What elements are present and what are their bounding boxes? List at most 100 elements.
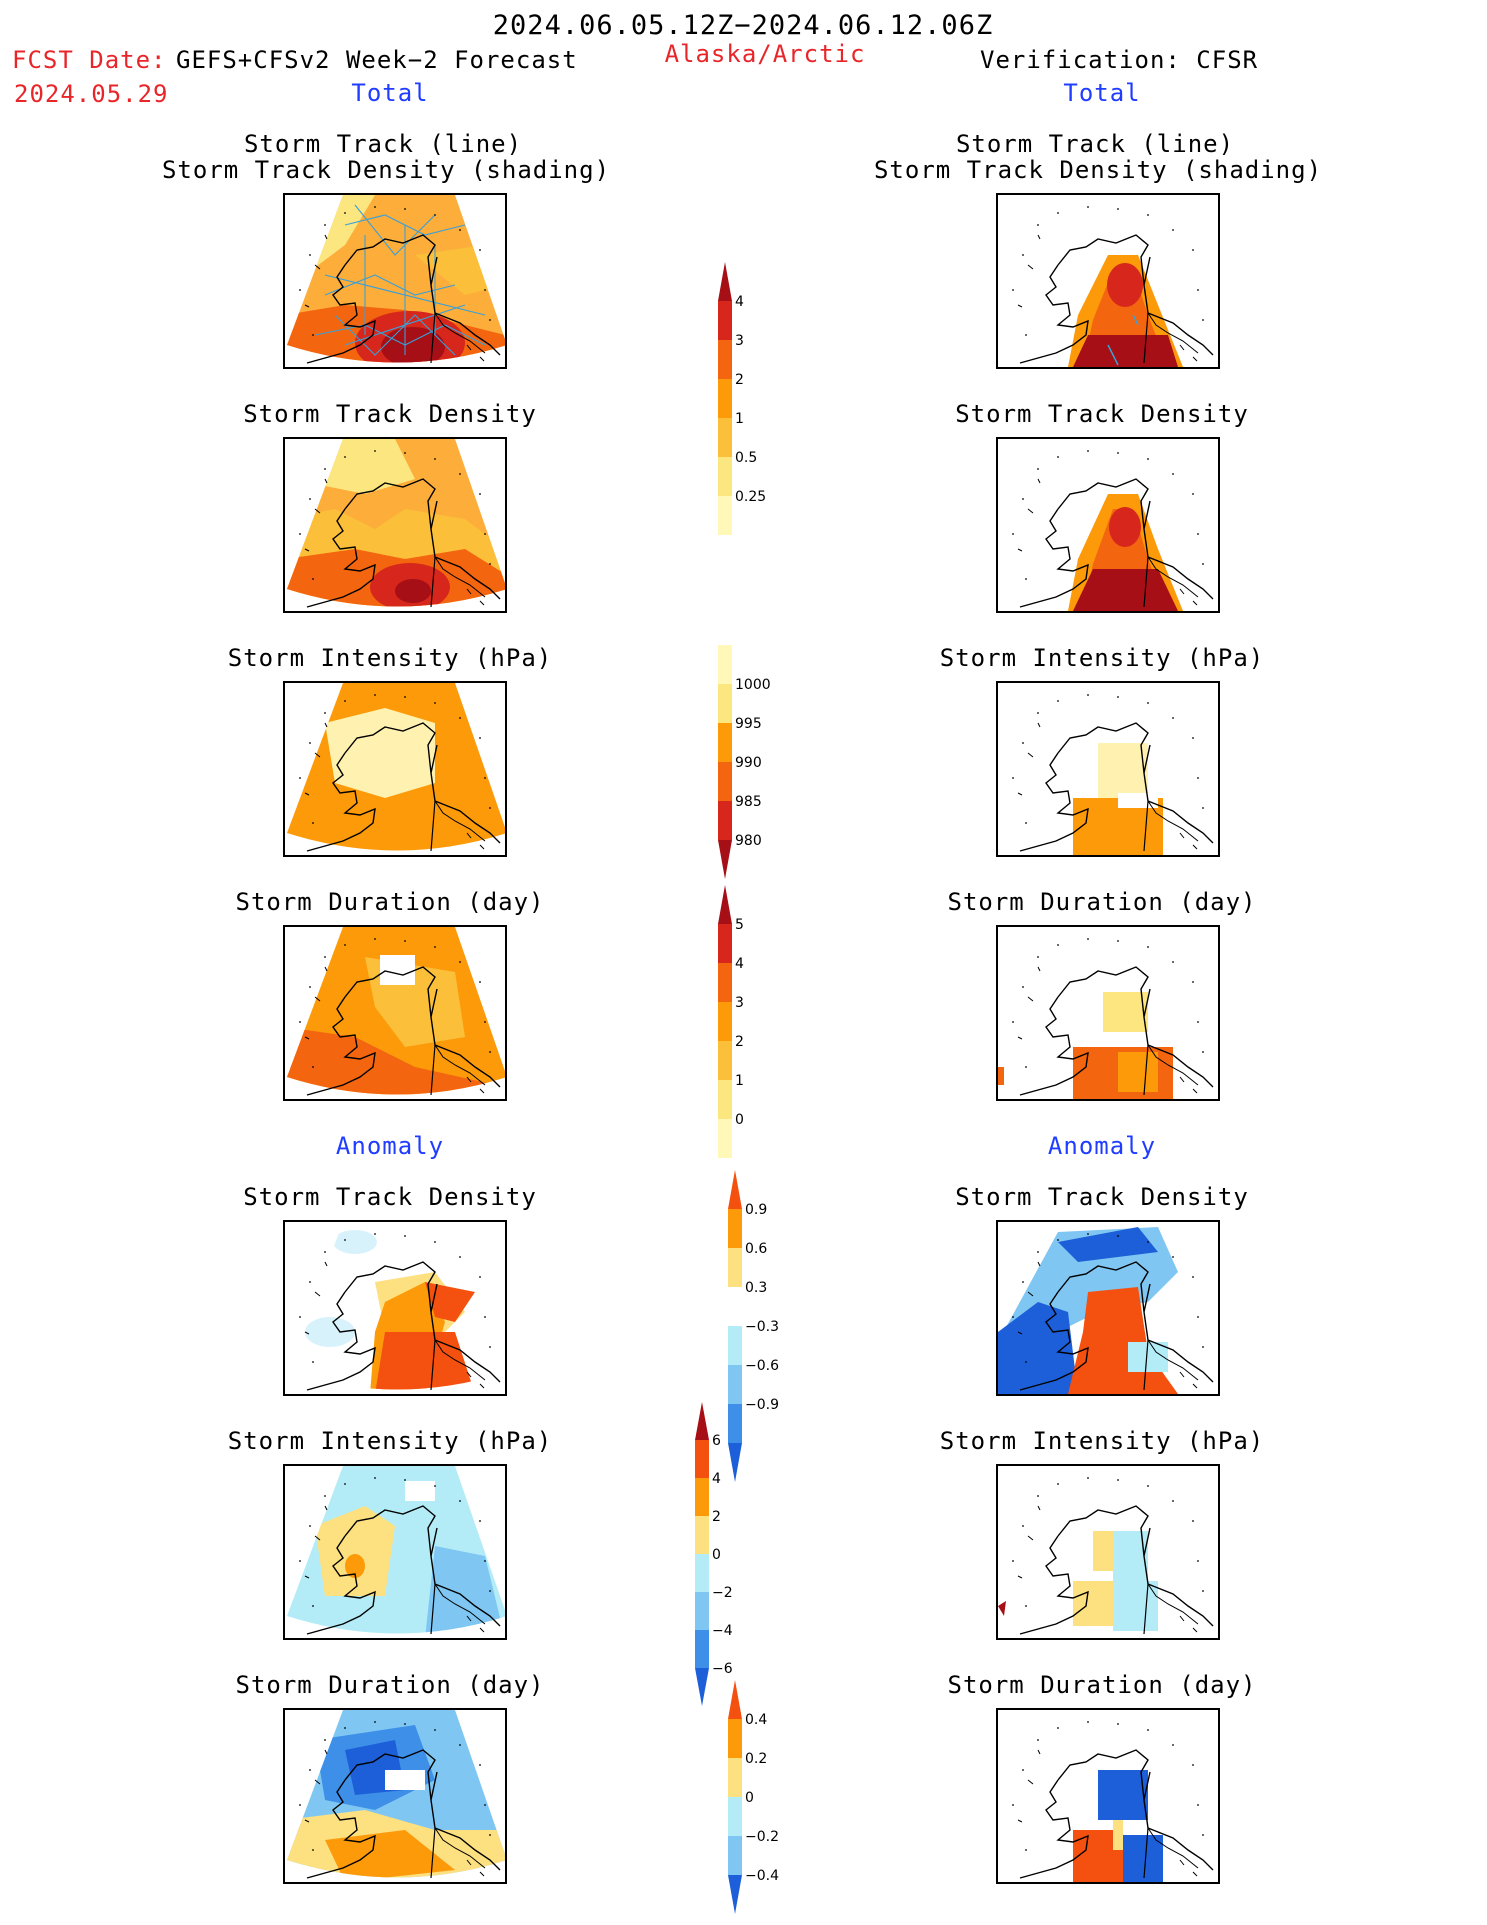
title-density-left: Storm Track Density <box>243 400 537 428</box>
total_density-tick-label: 4 <box>735 294 744 310</box>
total_intensity-tick-label: 1000 <box>735 677 771 693</box>
anom_density-swatch <box>728 1443 742 1482</box>
total_duration-swatch <box>718 963 732 1002</box>
anom_intensity-tick-label: 4 <box>712 1471 721 1487</box>
anom_duration-swatch <box>728 1719 742 1758</box>
map-fcst-intensity <box>283 681 507 857</box>
map-fcst-track <box>283 193 507 369</box>
colorbar-anom-duration: 0.4 0.2 0 −0.2 −0.4 <box>728 1680 798 1924</box>
anom_duration-tick-label: 0.4 <box>745 1712 767 1728</box>
total_duration-tick-label: 0 <box>735 1112 744 1128</box>
anom_intensity-tick-label: 6 <box>712 1433 721 1449</box>
region-label: Alaska/Arctic <box>664 40 866 68</box>
section-total-left: Total <box>351 79 429 107</box>
total_duration-swatch <box>718 924 732 963</box>
fcst-date-label: FCST Date: <box>12 46 167 74</box>
total_intensity-swatch <box>718 645 732 684</box>
total_intensity-tick-label: 995 <box>735 716 762 732</box>
total_density-swatch <box>718 418 732 457</box>
colorbar-total-density: 4 3 2 1 0.5 0.25 <box>718 262 788 546</box>
title-anom-duration-left: Storm Duration (day) <box>235 1671 545 1699</box>
total_density-tick-label: 3 <box>735 333 744 349</box>
title-track-line-right: Storm Track (line) <box>955 130 1235 158</box>
map-cfsr-duration <box>996 925 1220 1101</box>
title-anom-intensity-left: Storm Intensity (hPa) <box>227 1427 553 1455</box>
anom_intensity-swatch <box>695 1478 709 1516</box>
period-title: 2024.06.05.12Z−2024.06.12.06Z <box>492 10 994 41</box>
map-fcst-anom-duration <box>283 1708 507 1884</box>
total_density-tick-label: 0.5 <box>735 450 757 466</box>
total_density-swatch <box>718 262 732 301</box>
title-anom-intensity-right: Storm Intensity (hPa) <box>939 1427 1265 1455</box>
total_intensity-tick-label: 990 <box>735 755 762 771</box>
map-cfsr-density <box>996 437 1220 613</box>
anom_intensity-swatch <box>695 1402 709 1440</box>
total_density-tick-label: 0.25 <box>735 489 766 505</box>
anom_intensity-swatch <box>695 1630 709 1668</box>
anom_density-tick-label: −0.3 <box>745 1319 779 1335</box>
map-fcst-anom-intensity <box>283 1464 507 1640</box>
colorbar-anom-intensity: 6 4 2 0 −2 −4 −6 <box>695 1402 765 1716</box>
anom_density-tick-label: −0.9 <box>745 1397 779 1413</box>
total_duration-tick-label: 5 <box>735 917 744 933</box>
anom_density-tick-label: 0.6 <box>745 1241 767 1257</box>
anom_intensity-tick-label: −6 <box>712 1661 733 1677</box>
map-cfsr-anom-density <box>996 1220 1220 1396</box>
title-track-shading-right: Storm Track Density (shading) <box>873 156 1323 184</box>
title-duration-right: Storm Duration (day) <box>947 888 1257 916</box>
colorbar-total-intensity: 1000 995 990 985 980 <box>718 645 788 894</box>
section-anomaly-left: Anomaly <box>335 1132 445 1160</box>
total_duration-swatch <box>718 1119 732 1158</box>
total_intensity-swatch <box>718 762 732 801</box>
anom_intensity-tick-label: 2 <box>712 1509 721 1525</box>
total_duration-tick-label: 2 <box>735 1034 744 1050</box>
map-cfsr-track <box>996 193 1220 369</box>
anom_duration-swatch <box>728 1875 742 1914</box>
anom_intensity-tick-label: −2 <box>712 1585 733 1601</box>
anom_density-swatch <box>728 1209 742 1248</box>
section-total-right: Total <box>1063 79 1141 107</box>
total_intensity-tick-label: 980 <box>735 833 762 849</box>
total_duration-tick-label: 4 <box>735 956 744 972</box>
total_duration-swatch <box>718 1002 732 1041</box>
anom_density-swatch <box>728 1287 742 1326</box>
anom_intensity-swatch <box>695 1592 709 1630</box>
anom_density-swatch <box>728 1248 742 1287</box>
map-fcst-density <box>283 437 507 613</box>
total_duration-swatch <box>718 885 732 924</box>
total_intensity-swatch <box>718 723 732 762</box>
map-fcst-duration <box>283 925 507 1101</box>
title-track-shading-left: Storm Track Density (shading) <box>161 156 611 184</box>
total_intensity-swatch <box>718 840 732 879</box>
anom_intensity-swatch <box>695 1440 709 1478</box>
anom_intensity-tick-label: −4 <box>712 1623 733 1639</box>
total_density-swatch <box>718 340 732 379</box>
anom_duration-tick-label: −0.4 <box>745 1868 779 1884</box>
total_density-swatch <box>718 379 732 418</box>
title-density-right: Storm Track Density <box>955 400 1249 428</box>
anom_duration-swatch <box>728 1758 742 1797</box>
total_density-swatch <box>718 457 732 496</box>
total_duration-tick-label: 1 <box>735 1073 744 1089</box>
total_intensity-tick-label: 985 <box>735 794 762 810</box>
title-track-line-left: Storm Track (line) <box>243 130 523 158</box>
title-anom-density-right: Storm Track Density <box>955 1183 1249 1211</box>
total_intensity-swatch <box>718 684 732 723</box>
total_density-tick-label: 1 <box>735 411 744 427</box>
anom_duration-swatch <box>728 1797 742 1836</box>
total_density-swatch <box>718 496 732 535</box>
map-fcst-anom-density <box>283 1220 507 1396</box>
title-anom-duration-right: Storm Duration (day) <box>947 1671 1257 1699</box>
title-intensity-right: Storm Intensity (hPa) <box>939 644 1265 672</box>
anom_density-swatch <box>728 1365 742 1404</box>
map-cfsr-intensity <box>996 681 1220 857</box>
anom_duration-tick-label: −0.2 <box>745 1829 779 1845</box>
colorbar-anom-density: 0.9 0.6 0.3 −0.3 −0.6 −0.9 <box>728 1170 798 1482</box>
anom_density-swatch <box>728 1404 742 1443</box>
anom_density-swatch <box>728 1170 742 1209</box>
anom_density-tick-label: 0.9 <box>745 1202 767 1218</box>
section-anomaly-right: Anomaly <box>1047 1132 1157 1160</box>
anom_density-tick-label: −0.6 <box>745 1358 779 1374</box>
title-intensity-left: Storm Intensity (hPa) <box>227 644 553 672</box>
anom_intensity-swatch <box>695 1516 709 1554</box>
